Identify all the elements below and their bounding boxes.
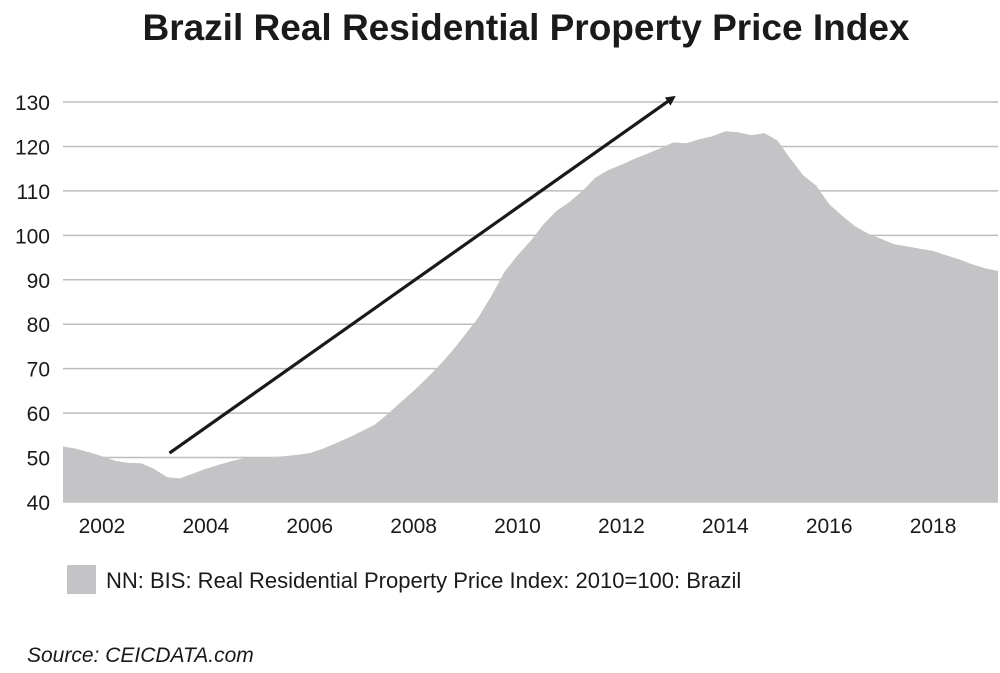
x-axis: 2002 2004 2006 2008 2010 2012 2014 2016 2018 — [79, 515, 957, 538]
y-tick-label: 40 — [27, 492, 50, 515]
x-tick-label: 2010 — [494, 515, 541, 538]
trend-arrow — [168, 95, 676, 455]
y-tick-label: 70 — [27, 359, 50, 382]
legend-swatch — [67, 565, 96, 594]
x-tick-label: 2004 — [182, 515, 229, 538]
y-tick-label: 50 — [27, 448, 50, 471]
x-tick-label: 2018 — [910, 515, 957, 538]
source-note: Source: CEICDATA.com — [27, 644, 254, 667]
x-tick-label: 2002 — [79, 515, 126, 538]
x-tick-label: 2006 — [286, 515, 333, 538]
y-tick-label: 120 — [15, 136, 50, 159]
trend-annotation — [168, 95, 676, 455]
y-tick-label: 100 — [15, 225, 50, 248]
series-area-0 — [63, 131, 998, 503]
y-tick-label: 60 — [27, 403, 50, 426]
x-tick-label: 2012 — [598, 515, 645, 538]
y-tick-label: 130 — [15, 92, 50, 115]
plot-area — [63, 131, 998, 503]
y-axis: 40 50 60 70 80 90 100 110 120 130 — [15, 92, 50, 515]
legend: NN: BIS: Real Residential Property Price… — [67, 565, 741, 594]
y-tick-label: 90 — [27, 270, 50, 293]
chart-title: Brazil Real Residential Property Price I… — [142, 7, 909, 48]
x-tick-label: 2008 — [390, 515, 437, 538]
x-tick-label: 2014 — [702, 515, 749, 538]
y-tick-label: 110 — [17, 181, 50, 204]
legend-label: NN: BIS: Real Residential Property Price… — [106, 568, 741, 593]
y-tick-label: 80 — [27, 314, 50, 337]
x-tick-label: 2016 — [806, 515, 853, 538]
